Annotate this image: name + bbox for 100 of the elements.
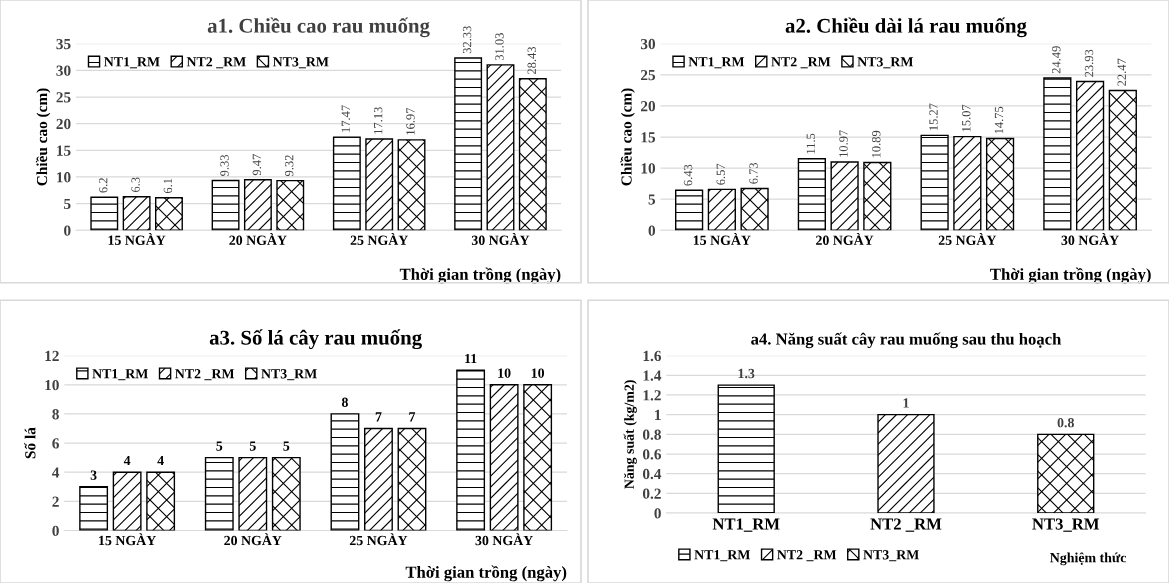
y-tick-label: 0.4	[642, 468, 662, 480]
bar	[122, 196, 151, 231]
bar	[397, 139, 426, 231]
data-label: 6.43	[683, 164, 693, 186]
data-label: 6.1	[163, 178, 173, 194]
bar	[489, 384, 519, 531]
y-tick-label: 1	[655, 409, 661, 420]
chart-title: a1. Chiều cao rau muống	[207, 17, 430, 38]
y-tick-label: 0	[64, 225, 71, 236]
data-label: 15.07	[962, 104, 971, 132]
bar	[332, 136, 361, 231]
data-label: 6.2	[99, 178, 108, 193]
bar	[920, 134, 949, 231]
y-tick-label: 0.8	[642, 429, 661, 440]
y-tick-label: 0	[654, 508, 661, 519]
legend-label: NT3_RM	[272, 57, 329, 69]
bar	[740, 187, 769, 231]
x-tick-label: NT1_RM	[712, 518, 780, 532]
bar	[330, 413, 360, 531]
bar	[707, 188, 736, 231]
legend-label: NT1_RM	[104, 57, 160, 69]
y-tick-label: 20	[640, 101, 656, 112]
legend-label: NT1_RM	[92, 369, 148, 381]
data-label: 1.3	[738, 368, 755, 379]
y-tick-label: 10	[641, 163, 656, 174]
y-tick-label: 25	[56, 92, 71, 103]
bar	[238, 456, 268, 531]
x-axis-title: Thời gian trồng (ngày)	[405, 565, 567, 582]
data-label: 7	[409, 412, 416, 422]
y-tick-label: 20	[56, 118, 71, 130]
data-label: 5	[283, 441, 290, 451]
x-tick-label: NT3_RM	[1032, 518, 1100, 532]
data-label: 9.32	[284, 155, 294, 177]
bar	[211, 179, 240, 231]
data-label: 11	[465, 353, 477, 364]
data-label: 14.75	[994, 106, 1004, 134]
y-tick-label: 6	[52, 438, 59, 449]
data-label: 8	[341, 397, 348, 407]
legend-label: NT1_RM	[688, 57, 745, 69]
bar	[155, 197, 183, 231]
y-tick-label: 0.6	[642, 449, 662, 460]
bar	[276, 179, 305, 231]
bar	[271, 456, 301, 531]
legend-label: NT2 _RM	[777, 550, 837, 562]
x-tick-label: 20 NGÀY	[224, 533, 282, 546]
y-tick-label: 35	[56, 38, 71, 50]
x-tick-label: NT2 _RM	[870, 518, 942, 532]
data-label: 16.97	[406, 107, 415, 135]
y-axis-title: Năng suất (kg/m2)	[623, 380, 637, 489]
data-label: 11.5	[806, 133, 816, 154]
y-axis-title: Số lá	[24, 427, 36, 459]
bar	[486, 64, 515, 231]
y-tick-label: 1.2	[643, 390, 661, 401]
legend-label: NT3_RM	[863, 550, 919, 562]
data-label: 9.33	[220, 155, 229, 176]
bar	[204, 456, 234, 531]
y-tick-label: 0	[52, 525, 59, 536]
y-tick-label: 0	[648, 225, 656, 236]
y-tick-label: 25	[640, 70, 656, 81]
y-tick-label: 1.6	[643, 350, 662, 362]
data-label: 15.27	[929, 103, 938, 131]
x-tick-label: 25 NGÀY	[350, 232, 409, 245]
bar	[79, 486, 109, 531]
legend-label: NT2 _RM	[771, 57, 831, 69]
bar	[243, 179, 272, 231]
bar	[146, 471, 176, 531]
data-label: 17.47	[341, 105, 351, 132]
x-tick-label: 30 NGÀY	[1061, 232, 1119, 245]
bar	[523, 384, 553, 531]
bar	[863, 161, 892, 231]
x-tick-label: 15 NGÀY	[693, 232, 751, 245]
y-tick-label: 4	[52, 467, 60, 478]
y-tick-label: 2	[52, 496, 59, 507]
data-label: 24.49	[1052, 46, 1061, 74]
x-tick-label: 30 NGÀY	[471, 232, 530, 245]
bar	[397, 427, 427, 531]
y-tick-label: 5	[64, 198, 71, 210]
bar	[985, 137, 1015, 231]
y-tick-label: 8	[52, 409, 59, 420]
data-label: 7	[375, 412, 382, 422]
data-label: 17.13	[373, 107, 383, 134]
data-label: 3	[90, 470, 97, 480]
y-tick-label: 5	[648, 194, 656, 205]
data-label: 6.73	[749, 162, 758, 184]
bar	[365, 138, 394, 231]
data-label: 23.93	[1084, 49, 1094, 77]
data-label: 5	[249, 441, 256, 451]
y-tick-label: 0.2	[642, 488, 661, 499]
data-label: 10	[498, 368, 511, 378]
data-label: 32.33	[462, 26, 472, 54]
bar	[953, 135, 982, 231]
x-tick-label: 20 NGÀY	[229, 232, 287, 245]
data-label: 6.57	[716, 163, 726, 185]
x-tick-label: 15 NGÀY	[108, 232, 166, 245]
y-tick-label: 30	[56, 65, 71, 76]
data-label: 22.47	[1117, 58, 1127, 86]
x-tick-label: 30 NGÀY	[475, 533, 533, 546]
x-tick-label: 15 NGÀY	[99, 533, 156, 546]
legend-label: NT2 _RM	[186, 57, 246, 69]
x-tick-label: 25 NGÀY	[938, 232, 997, 245]
